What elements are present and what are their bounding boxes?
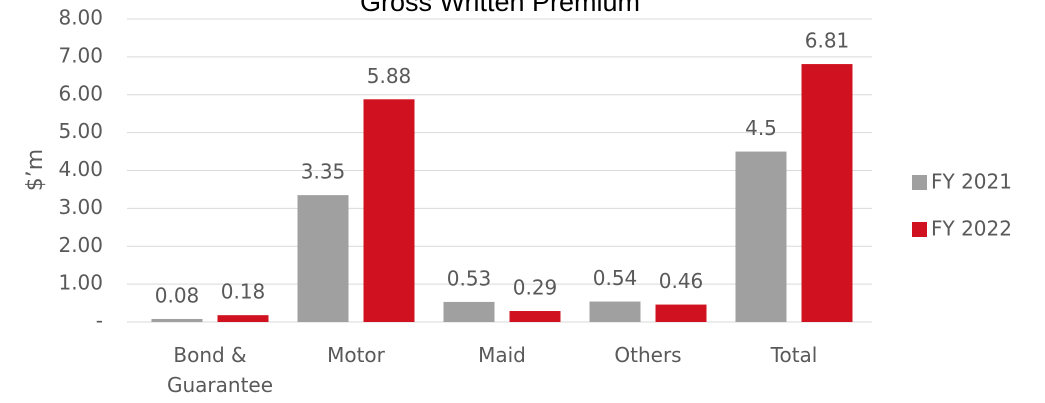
x-tick-label: Maid — [478, 343, 526, 367]
x-tick-label: Bond & Guarantee — [167, 343, 274, 397]
y-tick-label: 3.00 — [58, 195, 103, 219]
x-tick-label-box: Others — [614, 343, 682, 367]
x-tick-label-box: Bond & Guarantee — [167, 343, 274, 397]
y-tick-label: 2.00 — [58, 233, 103, 257]
data-label: 4.5 — [745, 116, 777, 140]
y-tick-label: 5.00 — [58, 119, 103, 143]
bar — [151, 318, 203, 322]
y-tick-label: 8.00 — [58, 6, 103, 30]
x-tick-label: Total — [770, 343, 818, 367]
legend-label: FY 2022 — [931, 217, 1012, 241]
data-label: 0.29 — [513, 276, 558, 300]
y-tick-label: 4.00 — [58, 157, 103, 181]
y-axis-label: $’m — [23, 149, 48, 191]
data-label: 0.46 — [659, 269, 704, 293]
data-label: 0.53 — [447, 266, 492, 290]
x-tick-label-box: Motor — [327, 343, 385, 367]
data-label: 0.18 — [221, 280, 266, 304]
legend-swatch — [912, 175, 927, 190]
y-tick-label: 6.00 — [58, 81, 103, 105]
y-tick-label: - — [96, 309, 103, 333]
chart-title: Gross Written Premium — [360, 0, 640, 17]
y-tick-label: 1.00 — [58, 271, 103, 295]
bar — [589, 301, 641, 322]
data-label: 0.08 — [155, 283, 200, 307]
data-label: 6.81 — [805, 29, 850, 53]
bar — [217, 315, 269, 322]
x-tick-label: Motor — [327, 343, 385, 367]
bar — [443, 301, 495, 322]
x-tick-label-box: Maid — [478, 343, 526, 367]
legend-label: FY 2021 — [931, 170, 1012, 194]
bar — [801, 64, 853, 322]
bar — [363, 99, 415, 322]
bar — [655, 304, 707, 322]
x-tick-label-box: Total — [770, 343, 818, 367]
y-tick-label: 7.00 — [58, 43, 103, 67]
legend-swatch — [912, 222, 927, 237]
data-label: 0.54 — [593, 266, 638, 290]
data-label: 3.35 — [301, 160, 346, 184]
data-label: 5.88 — [367, 64, 412, 88]
bar — [735, 151, 787, 322]
x-tick-label: Others — [614, 343, 682, 367]
bar — [297, 195, 349, 322]
bar — [509, 311, 561, 322]
